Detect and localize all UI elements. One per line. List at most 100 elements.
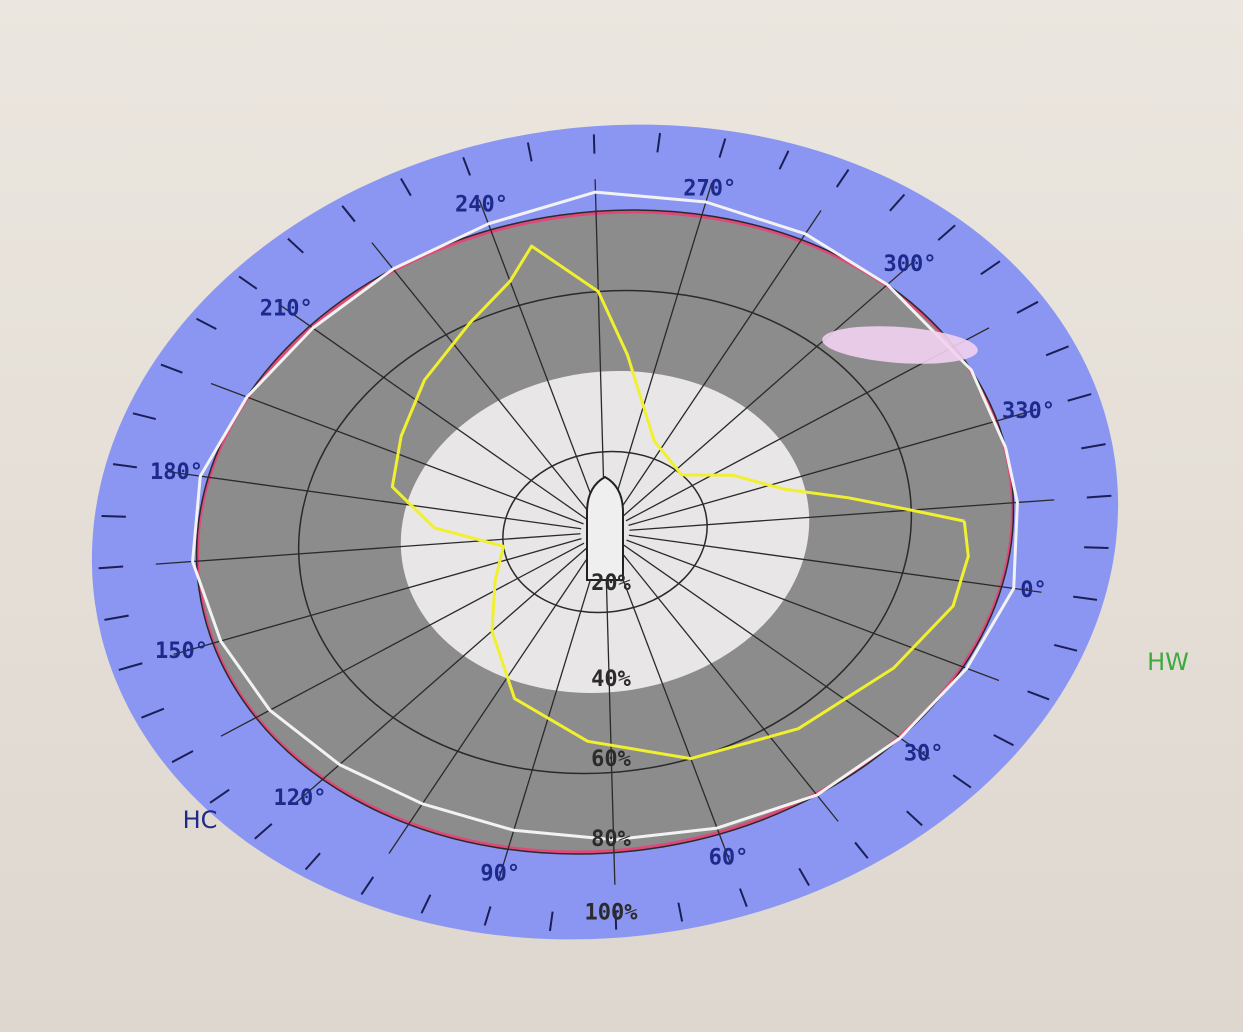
angle-label: 120° [274,786,327,811]
polar-grid [155,179,1055,885]
tick-mark [1081,443,1106,450]
tick-mark [1067,393,1092,402]
tick-mark [656,132,662,153]
tick-mark [952,774,972,789]
angle-label: 300° [883,252,936,277]
tick-mark [304,852,321,871]
tick-mark [1084,546,1109,549]
radial-spoke [629,499,1055,531]
yellow-trace [390,244,970,761]
angle-label: 60° [709,845,749,870]
tick-mark [854,841,869,859]
angle-label: 240° [455,193,508,218]
tick-mark [104,614,129,621]
percent-label: 80% [591,827,631,852]
angle-label: 180° [150,460,203,485]
tick-mark [400,178,412,197]
tick-mark [483,906,492,926]
tick-mark [254,823,273,840]
percent-label: 100% [585,901,639,926]
tick-mark [526,142,533,162]
radial-spoke [280,304,588,521]
radial-spoke [610,182,713,514]
tick-mark [1086,494,1112,499]
tick-mark [209,788,230,804]
angle-label: 270° [683,176,736,201]
tick-mark [677,902,684,922]
angle-label: 210° [260,296,313,321]
angle-label: 0° [1020,578,1047,603]
tick-mark [360,876,375,896]
radial-spoke [293,546,589,805]
tick-mark [171,750,194,764]
tick-mark [798,867,810,886]
tick-mark [614,910,618,930]
tick-mark [1016,300,1039,314]
radial-spoke [611,549,732,865]
tick-mark [118,662,143,671]
percent-circle [297,289,913,775]
tick-mark [548,911,554,932]
tick-mark [906,810,923,827]
radial-spoke [478,199,599,515]
radial-spoke [628,409,1037,526]
tick-mark [889,193,906,212]
tick-mark [937,224,956,241]
percent-label: 40% [591,667,631,692]
angle-label: 150° [155,639,208,664]
tick-mark [718,138,727,158]
tick-mark [739,888,748,908]
radial-spoke [173,538,582,655]
plot-traces [191,190,1019,842]
tick-mark [1053,643,1078,652]
angle-label: 30° [904,742,944,767]
radial-spoke [371,242,593,517]
radial-spoke [497,550,600,882]
tick-mark [420,894,432,914]
radial-spoke [604,551,616,885]
tick-mark [993,734,1014,747]
percent-label: 20% [591,571,631,596]
tick-mark [196,317,217,330]
center-icon-group [586,326,978,581]
tick-mark [592,134,596,154]
radial-spoke [155,533,581,565]
radial-spoke [220,542,585,737]
radial-spoke [594,179,606,513]
angle-label: 330° [1002,399,1055,424]
hw-label: HW [1147,648,1189,676]
plot-labels: 0° 30° 60° 90° 120° 150° 180° 210° 240° 270° 300° 3… [150,176,1189,925]
radial-spoke [622,543,930,760]
radial-spoke [616,210,822,515]
hc-label: HC [183,806,218,834]
tick-mark [341,205,356,223]
tick-mark [238,275,258,290]
tick-mark [112,463,137,469]
tick-mark [141,707,165,719]
tick-mark [101,515,126,518]
radial-spoke [626,539,1000,682]
tick-mark [778,150,790,170]
tick-mark [980,260,1001,276]
radial-spoke [628,534,1042,593]
angle-label: 90° [480,862,520,887]
white-trace [191,190,1019,842]
tick-mark [835,168,850,188]
radial-spoke [168,471,582,530]
tick-mark [132,412,157,421]
tick-mark [1045,345,1069,357]
tick-mark [1027,690,1050,701]
screen-glare [822,326,978,364]
tick-mark [98,565,124,570]
tick-mark [160,363,183,374]
radial-spoke [617,547,839,822]
radial-spoke [621,259,917,518]
vessel-icon [586,475,624,581]
percent-label: 60% [591,747,631,772]
tick-mark [287,237,304,254]
tick-mark [462,156,471,176]
tick-mark [1073,595,1098,601]
outer-tick-marks [98,132,1112,932]
